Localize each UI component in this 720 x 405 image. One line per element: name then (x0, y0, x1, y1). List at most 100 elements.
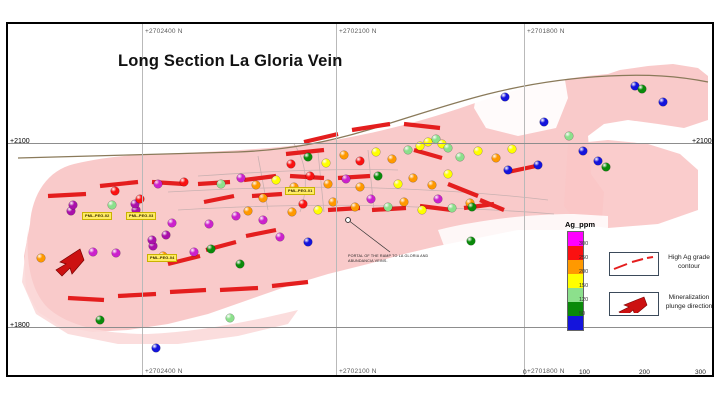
sample-point[interactable] (251, 180, 261, 190)
sample-point[interactable] (455, 152, 465, 162)
sample-point[interactable] (366, 194, 376, 204)
sample-point[interactable] (153, 179, 163, 189)
ramp-tick-150: 150 (579, 283, 589, 289)
sample-point[interactable] (235, 259, 245, 269)
sample-point[interactable] (271, 175, 281, 185)
gridline-elev-2100 (8, 143, 712, 144)
sample-point[interactable] (328, 197, 338, 207)
sample-point[interactable] (88, 247, 98, 257)
sample-point[interactable] (500, 92, 510, 102)
sample-point[interactable] (373, 171, 383, 181)
sample-point[interactable] (321, 158, 331, 168)
long-section-map[interactable]: +2702400 N +2702100 N +2701800 N +270240… (6, 22, 714, 377)
scale-tick-300: 300 (695, 369, 706, 376)
sample-point[interactable] (443, 169, 453, 179)
sample-point[interactable] (637, 84, 647, 94)
gridline-2702400 (142, 24, 143, 375)
legend-plunge-label: Mineralization plunge direction (661, 294, 712, 312)
sample-point[interactable] (447, 203, 457, 213)
sample-point[interactable] (303, 152, 313, 162)
sample-point[interactable] (305, 171, 315, 181)
gridlabel-top-2702100: +2702100 N (339, 28, 377, 35)
sample-point[interactable] (110, 186, 120, 196)
sample-point[interactable] (68, 200, 78, 210)
scale-tick-100: 100 (579, 369, 590, 376)
sample-point[interactable] (258, 215, 268, 225)
sample-point[interactable] (533, 160, 543, 170)
portal-text-line2: ABUNDANCIA VEINS. (348, 259, 388, 264)
sample-point[interactable] (206, 244, 216, 254)
sample-point[interactable] (341, 174, 351, 184)
sample-point[interactable] (236, 173, 246, 183)
sample-point[interactable] (399, 197, 409, 207)
sample-point[interactable] (403, 145, 413, 155)
legend-plunge-swatch (609, 292, 659, 318)
sample-point[interactable] (323, 179, 333, 189)
sample-point[interactable] (135, 194, 145, 204)
sample-point[interactable] (350, 202, 360, 212)
sample-point[interactable] (204, 219, 214, 229)
sample-point[interactable] (179, 177, 189, 187)
sample-point[interactable] (313, 205, 323, 215)
sample-point[interactable] (507, 144, 517, 154)
sample-point[interactable] (658, 97, 668, 107)
sample-point[interactable] (427, 180, 437, 190)
drillhole-label[interactable]: PML-PEG-01 (285, 187, 316, 195)
scale-tick-0: 0 (523, 369, 527, 376)
sample-point[interactable] (243, 206, 253, 216)
drillhole-label[interactable]: PML-PEG-04 (147, 254, 178, 262)
sample-point[interactable] (593, 156, 603, 166)
sample-point[interactable] (578, 146, 588, 156)
ag-sample-points[interactable] (36, 81, 668, 353)
sample-point[interactable] (601, 162, 611, 172)
sample-point[interactable] (339, 150, 349, 160)
gridlabel-bottom-2701800: +2701800 N (527, 368, 565, 375)
sample-point[interactable] (443, 143, 453, 153)
sample-point[interactable] (287, 207, 297, 217)
sample-point[interactable] (467, 202, 477, 212)
sample-point[interactable] (216, 179, 226, 189)
sample-point[interactable] (433, 194, 443, 204)
sample-point[interactable] (466, 236, 476, 246)
ramp-segment-5 (568, 302, 583, 316)
sample-point[interactable] (387, 154, 397, 164)
sample-point[interactable] (167, 218, 177, 228)
sample-point[interactable] (147, 235, 157, 245)
sample-point[interactable] (539, 117, 549, 127)
sample-point[interactable] (111, 248, 121, 258)
ramp-segment-2 (568, 260, 583, 274)
sample-point[interactable] (298, 199, 308, 209)
sample-point[interactable] (355, 156, 365, 166)
sample-point[interactable] (275, 232, 285, 242)
sample-point[interactable] (151, 343, 161, 353)
sample-point[interactable] (231, 211, 241, 221)
drillhole-label[interactable]: PML-PEG-03 (126, 212, 157, 220)
sample-point[interactable] (286, 159, 296, 169)
sample-point[interactable] (95, 315, 105, 325)
sample-point[interactable] (225, 313, 235, 323)
sample-point[interactable] (36, 253, 46, 263)
topographic-surface-line (17, 74, 709, 159)
map-legend: Ag_ppm 300 250 200 150 120 50 High Ag grade c… (561, 220, 712, 335)
sample-point[interactable] (473, 146, 483, 156)
sample-point[interactable] (258, 193, 268, 203)
sample-point[interactable] (355, 182, 365, 192)
sample-point[interactable] (303, 237, 313, 247)
sample-point[interactable] (491, 153, 501, 163)
sample-point[interactable] (408, 173, 418, 183)
drillhole-label[interactable]: PML-PEG-02 (82, 212, 113, 220)
sample-point[interactable] (371, 147, 381, 157)
legend-contour-swatch (609, 252, 659, 276)
ramp-tick-50: 50 (579, 311, 586, 317)
sample-point[interactable] (393, 179, 403, 189)
sample-point[interactable] (564, 131, 574, 141)
sample-point[interactable] (423, 137, 433, 147)
sample-point[interactable] (503, 165, 513, 175)
sample-point[interactable] (161, 230, 171, 240)
gridlabel-top-2701800: +2701800 N (527, 28, 565, 35)
sample-point[interactable] (107, 200, 117, 210)
sample-point[interactable] (189, 247, 199, 257)
sample-point[interactable] (417, 205, 427, 215)
sample-point[interactable] (383, 202, 393, 212)
ramp-segment-4 (568, 288, 583, 302)
